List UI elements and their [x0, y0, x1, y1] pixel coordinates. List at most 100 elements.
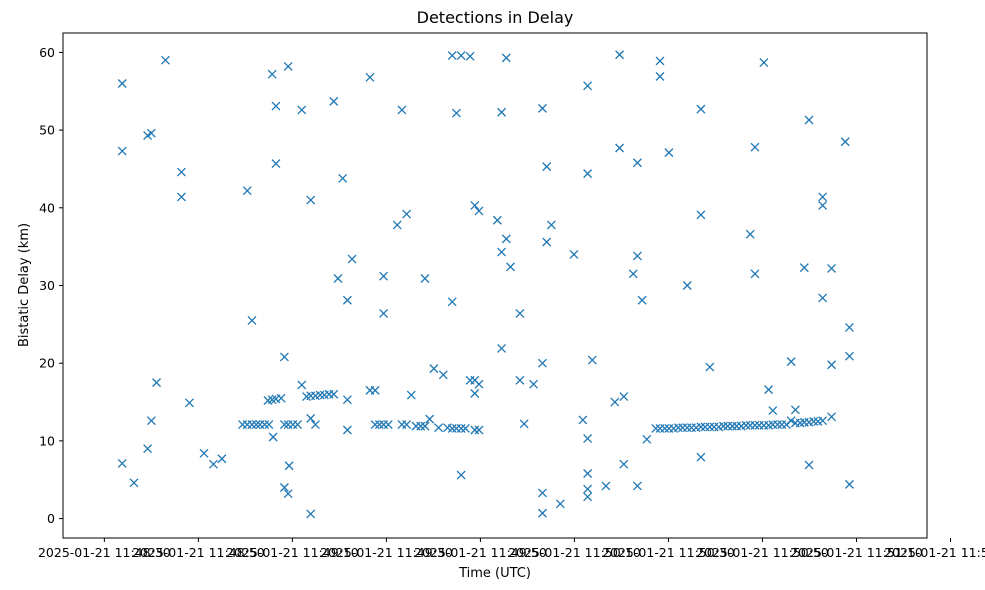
data-point: [628, 269, 638, 279]
data-point: [696, 104, 706, 114]
x-tick-label: 2025-01-21 11:50:10: [508, 545, 641, 560]
data-point: [152, 378, 162, 388]
data-point: [456, 470, 466, 480]
data-point: [651, 423, 661, 433]
data-point: [506, 262, 515, 272]
data-point: [447, 423, 457, 433]
data-point: [515, 309, 525, 318]
data-point: [583, 484, 593, 494]
data-point: [696, 210, 706, 220]
data-point: [750, 142, 760, 152]
data-point: [601, 481, 611, 491]
data-point: [615, 50, 625, 60]
data-point: [583, 434, 593, 444]
data-points: [117, 50, 854, 519]
data-point: [451, 108, 461, 118]
data-point: [268, 432, 278, 442]
y-tick-label: 40: [39, 200, 55, 215]
data-point: [465, 51, 475, 61]
data-point: [283, 489, 293, 499]
data-point: [370, 385, 380, 395]
data-point: [329, 389, 339, 399]
data-point: [718, 421, 728, 431]
data-point: [242, 186, 252, 196]
data-point: [146, 416, 156, 426]
data-point: [402, 209, 412, 219]
data-point: [555, 499, 565, 509]
data-point: [840, 137, 850, 147]
data-point: [583, 469, 593, 478]
data-point: [347, 254, 357, 264]
data-point: [632, 481, 642, 491]
data-point: [569, 249, 579, 259]
plot-frame: [62, 32, 928, 539]
data-point: [727, 421, 737, 431]
x-tick-label: 2025-01-21 11:51:30: [884, 545, 985, 560]
data-point: [129, 478, 139, 488]
data-point: [705, 422, 715, 432]
x-tick-label: 2025-01-21 11:49:30: [320, 545, 453, 560]
x-tick-label: 2025-01-21 11:49:50: [414, 545, 547, 560]
data-point: [519, 419, 529, 429]
data-point: [632, 158, 642, 168]
data-point: [420, 274, 430, 283]
data-point: [208, 459, 218, 469]
data-point: [546, 220, 556, 230]
data-point: [578, 415, 588, 425]
data-point: [429, 364, 439, 374]
data-point: [260, 420, 270, 430]
data-point: [804, 115, 814, 125]
data-point: [425, 414, 435, 424]
data-point: [655, 56, 665, 66]
data-point: [790, 405, 800, 415]
x-tick-label: 2025-01-21 11:51:10: [790, 545, 923, 560]
data-point: [497, 247, 507, 257]
data-point: [818, 416, 828, 426]
data-point: [492, 215, 502, 225]
data-point: [750, 420, 760, 430]
data-point: [276, 393, 286, 403]
data-point: [279, 352, 289, 362]
data-point: [664, 148, 674, 158]
data-point: [161, 55, 170, 65]
data-point: [247, 420, 257, 430]
y-tick-label: 10: [39, 433, 55, 448]
data-point: [610, 397, 620, 407]
data-point: [470, 201, 480, 210]
data-point: [497, 343, 507, 353]
data-point: [497, 107, 507, 117]
data-point: [818, 192, 828, 202]
data-point: [306, 413, 316, 423]
data-point: [297, 380, 307, 390]
data-point: [474, 206, 484, 216]
data-point: [456, 423, 466, 433]
plot-area: [63, 33, 927, 538]
data-point: [342, 395, 352, 405]
data-point: [705, 362, 715, 372]
data-point: [176, 192, 186, 202]
y-tick-label: 20: [39, 356, 55, 371]
data-point: [696, 422, 706, 432]
data-point: [365, 72, 375, 82]
data-point: [538, 103, 547, 113]
data-point: [279, 420, 289, 430]
data-point: [342, 295, 352, 305]
y-tick-label: 50: [39, 123, 55, 138]
y-tick-label: 30: [39, 278, 55, 293]
data-point: [370, 420, 380, 430]
data-point: [660, 423, 670, 433]
data-point: [392, 220, 402, 230]
data-point: [271, 159, 281, 168]
data-point: [143, 444, 153, 454]
data-point: [397, 105, 407, 115]
data-point: [619, 459, 629, 469]
data-point: [642, 434, 652, 444]
data-point: [764, 385, 774, 395]
data-point: [804, 460, 814, 470]
data-point: [768, 406, 778, 416]
data-point: [279, 483, 289, 492]
data-point: [379, 271, 389, 281]
data-point: [402, 420, 412, 430]
data-point: [306, 509, 316, 519]
